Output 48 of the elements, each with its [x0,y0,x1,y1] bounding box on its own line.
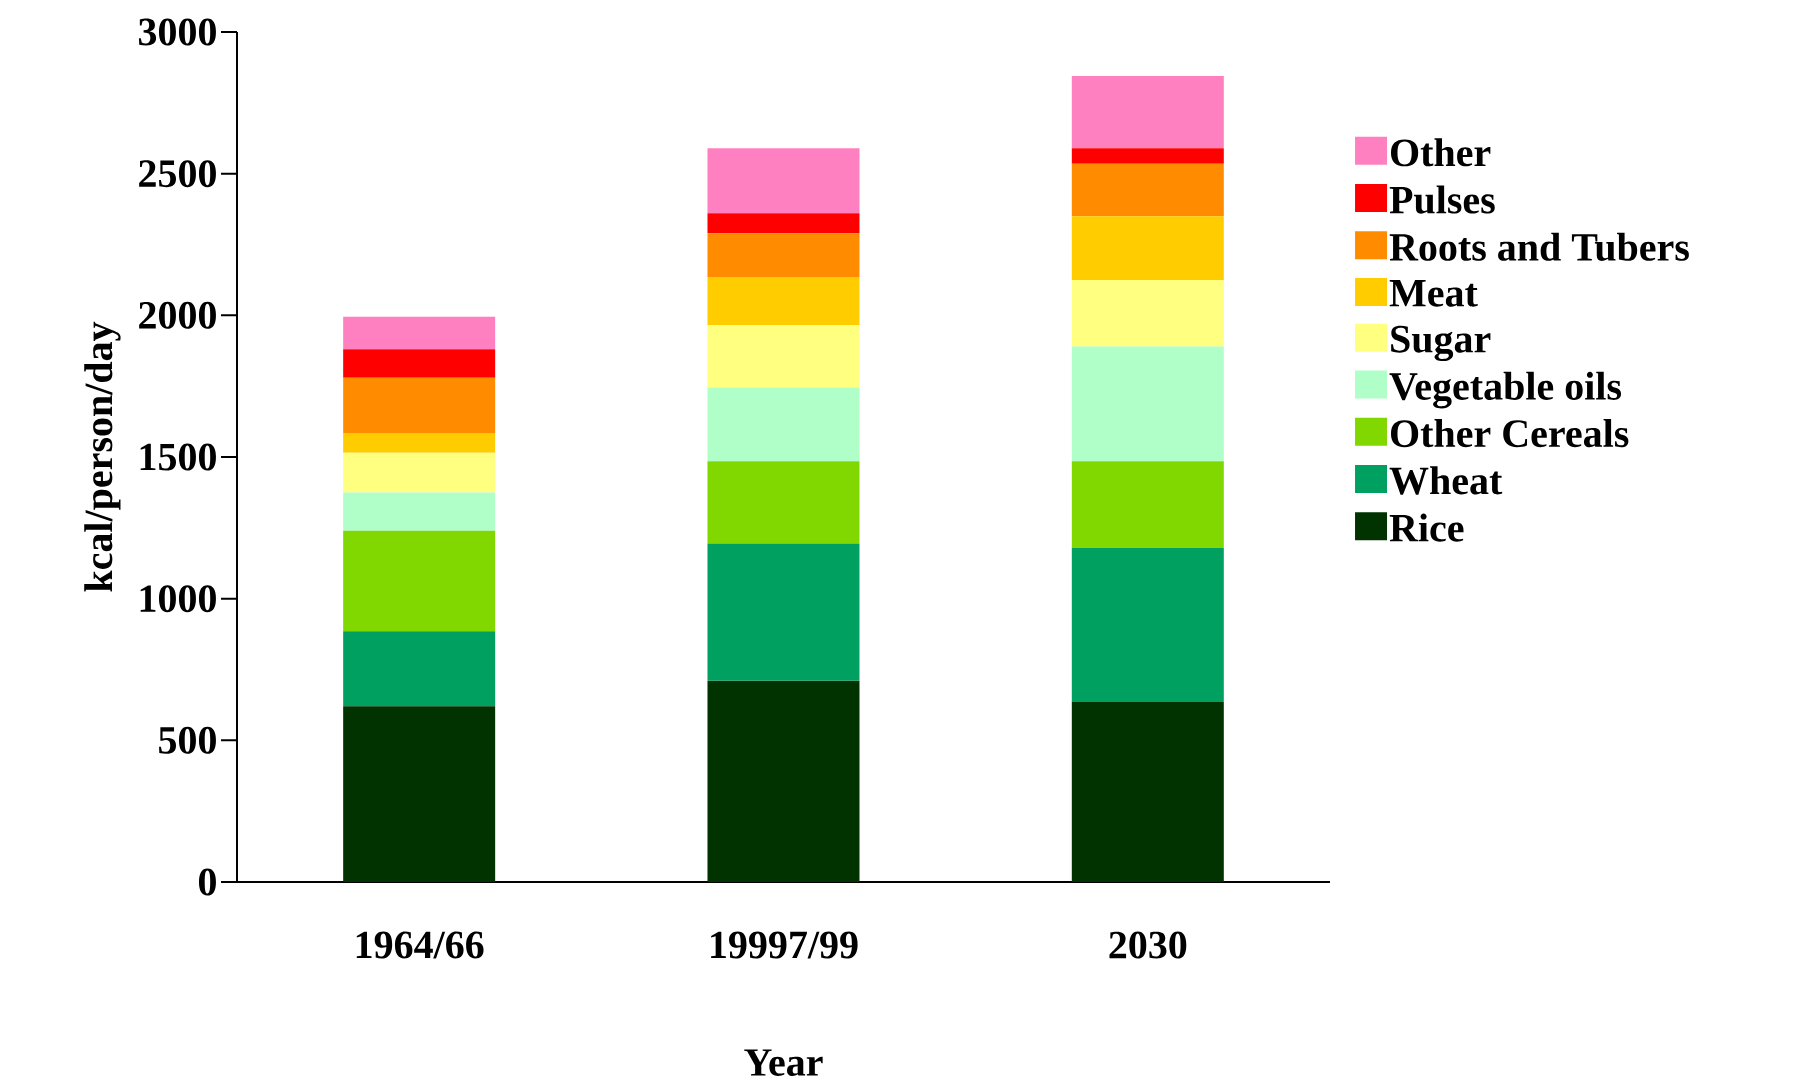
legend-label: Meat [1389,280,1478,307]
legend-label: Other Cereals [1391,419,1629,448]
bar [1071,279,1224,347]
bar [707,148,860,214]
bar [1071,216,1224,280]
bar [343,631,496,707]
legend-label: Wheat [1389,466,1503,495]
bar [343,377,496,433]
bar [343,530,496,632]
y-tick-label: 1000 [140,585,216,613]
bar [1071,75,1224,149]
y-axis-title: kcal/person/day [84,321,121,592]
bar [707,277,860,326]
bar [707,213,860,234]
bar [343,432,496,453]
legend-label: Pulses [1389,185,1495,214]
bar [707,325,860,388]
bar [1071,163,1224,217]
bar [1071,148,1224,164]
legend-label: Other [1391,138,1491,167]
bar [343,706,496,882]
bar [1071,346,1224,462]
y-tick-label: 2000 [139,301,216,329]
y-tick-label: 2500 [139,160,216,188]
bar [707,543,860,681]
bar [343,492,496,531]
x-tick-label: 19997/99 [711,931,858,959]
bar [707,387,860,462]
legend-label: Sugar [1391,325,1491,362]
bar [343,452,496,493]
bar [707,461,860,544]
legend-label: Rice [1389,513,1464,542]
y-tick-label: 500 [159,726,216,754]
x-tick-label: 2030 [1109,931,1187,959]
bar [1071,547,1224,703]
bar [1071,461,1224,548]
y-tick-label: 1500 [140,443,216,471]
bar [343,316,496,350]
x-tick-label: 1964/66 [356,931,484,959]
bar [1071,702,1224,882]
bar [707,233,860,278]
y-tick-label: 0 [198,868,216,896]
legend-label: Roots and Tubers [1389,232,1689,261]
bar [343,349,496,378]
y-tick-label: 3000 [138,18,216,46]
legend-label: Vegetable oils [1389,371,1622,409]
bar [707,680,860,882]
x-axis-title: Year [744,1049,823,1076]
